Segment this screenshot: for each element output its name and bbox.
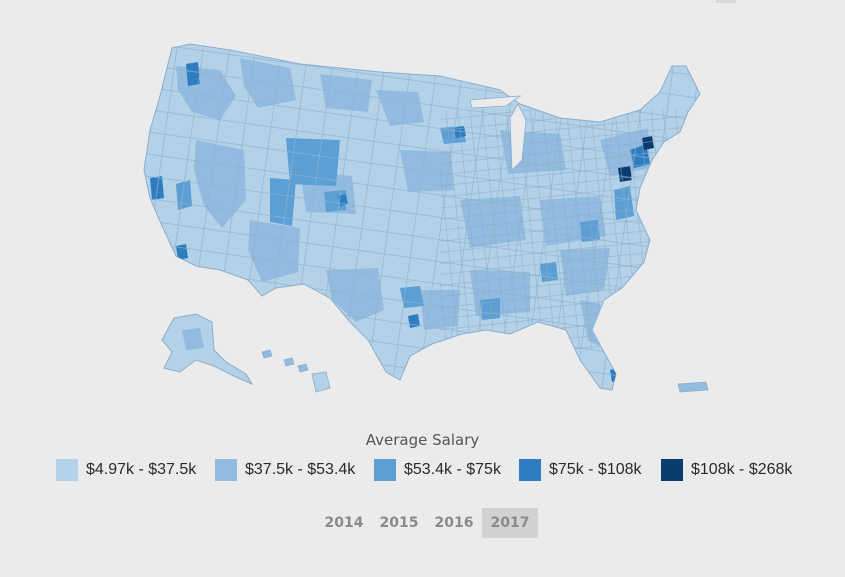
legend-item-2[interactable]: $37.5k - $53.4k <box>215 459 355 481</box>
contiguous-us[interactable] <box>0 0 845 420</box>
year-button-2016[interactable]: 2016 <box>434 515 474 531</box>
us-county-salary-map[interactable] <box>0 0 845 420</box>
legend-swatch <box>661 459 683 481</box>
legend-swatch <box>56 459 78 481</box>
legend-item-5[interactable]: $108k - $268k <box>661 459 792 481</box>
legend-swatch <box>519 459 541 481</box>
year-selector: 2014 2015 2016 2017 <box>0 508 845 538</box>
legend-label: $75k - $108k <box>549 461 642 478</box>
legend-label: $37.5k - $53.4k <box>245 461 356 478</box>
lake-michigan <box>509 103 527 171</box>
legend-label: $53.4k - $75k <box>404 461 501 478</box>
year-button-2017[interactable]: 2017 <box>482 508 538 538</box>
county-regions <box>144 44 700 390</box>
legend-label: $4.97k - $37.5k <box>86 461 197 478</box>
puerto-rico[interactable] <box>677 381 709 393</box>
year-button-2014[interactable]: 2014 <box>324 515 364 531</box>
legend-item-1[interactable]: $4.97k - $37.5k <box>56 459 196 481</box>
legend-swatch <box>374 459 396 481</box>
hawaii[interactable] <box>261 349 331 393</box>
legend-item-3[interactable]: $53.4k - $75k <box>374 459 501 481</box>
lake-superior <box>469 95 522 109</box>
legend-title: Average Salary <box>365 431 480 449</box>
scroll-indicator <box>716 0 736 3</box>
legend-item-4[interactable]: $75k - $108k <box>519 459 642 481</box>
year-button-2015[interactable]: 2015 <box>379 515 419 531</box>
legend: $4.97k - $37.5k $37.5k - $53.4k $53.4k -… <box>0 459 845 485</box>
legend-swatch <box>215 459 237 481</box>
legend-label: $108k - $268k <box>691 461 793 478</box>
map-canvas[interactable] <box>0 0 845 420</box>
alaska[interactable] <box>161 313 254 386</box>
